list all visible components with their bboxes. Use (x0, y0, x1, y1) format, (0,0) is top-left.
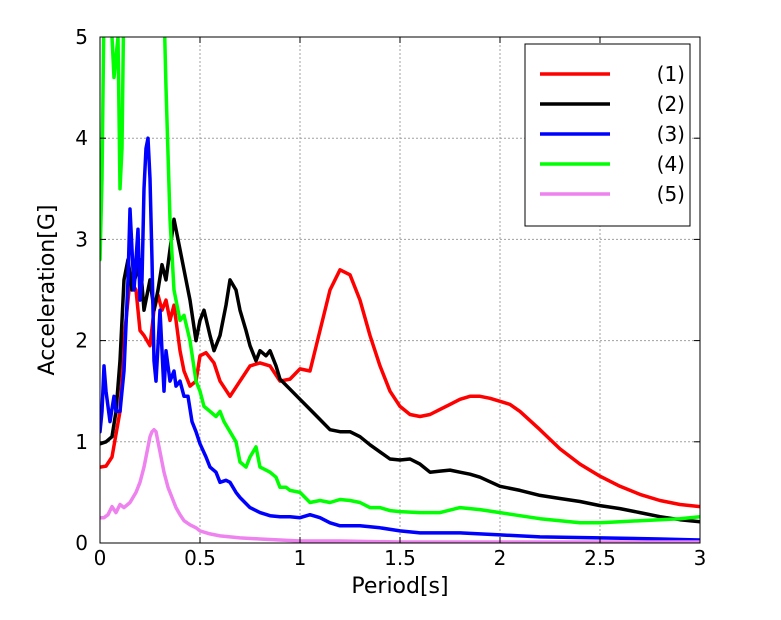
x-tick-label: 2 (494, 546, 507, 570)
legend: (1) (2) (3) (4) (5) (524, 43, 691, 227)
legend-label-5: (5) (657, 182, 685, 206)
y-tick-label: 0 (75, 531, 88, 555)
x-tick-label: 1 (294, 546, 307, 570)
y-tick-label: 4 (75, 126, 88, 150)
legend-label-2: (2) (657, 92, 685, 116)
y-tick-label: 1 (75, 430, 88, 454)
y-axis-title: Acceleration[G] (35, 205, 60, 376)
series-line-3 (100, 136, 700, 542)
x-tick-label: 1.5 (384, 546, 416, 570)
series-layer (100, 37, 700, 543)
legend-label-4: (4) (657, 152, 685, 176)
y-tick-label: 2 (75, 329, 88, 353)
x-tick-label: 2.5 (584, 546, 616, 570)
legend-label-3: (3) (657, 122, 685, 146)
x-axis-title: Period[s] (351, 574, 448, 599)
x-tick-label: 0.5 (184, 546, 216, 570)
series-line-5 (100, 427, 700, 543)
y-tick-label: 3 (75, 227, 88, 251)
x-tick-label: 3 (694, 546, 707, 570)
x-tick-label: 0 (94, 546, 107, 570)
series-line-4 (100, 37, 700, 525)
axis-ticks: 0 0.5 1 1.5 2 2.5 3 0 1 2 3 4 5 (75, 25, 706, 570)
y-tick-label: 5 (75, 25, 88, 49)
legend-label-1: (1) (657, 62, 685, 86)
